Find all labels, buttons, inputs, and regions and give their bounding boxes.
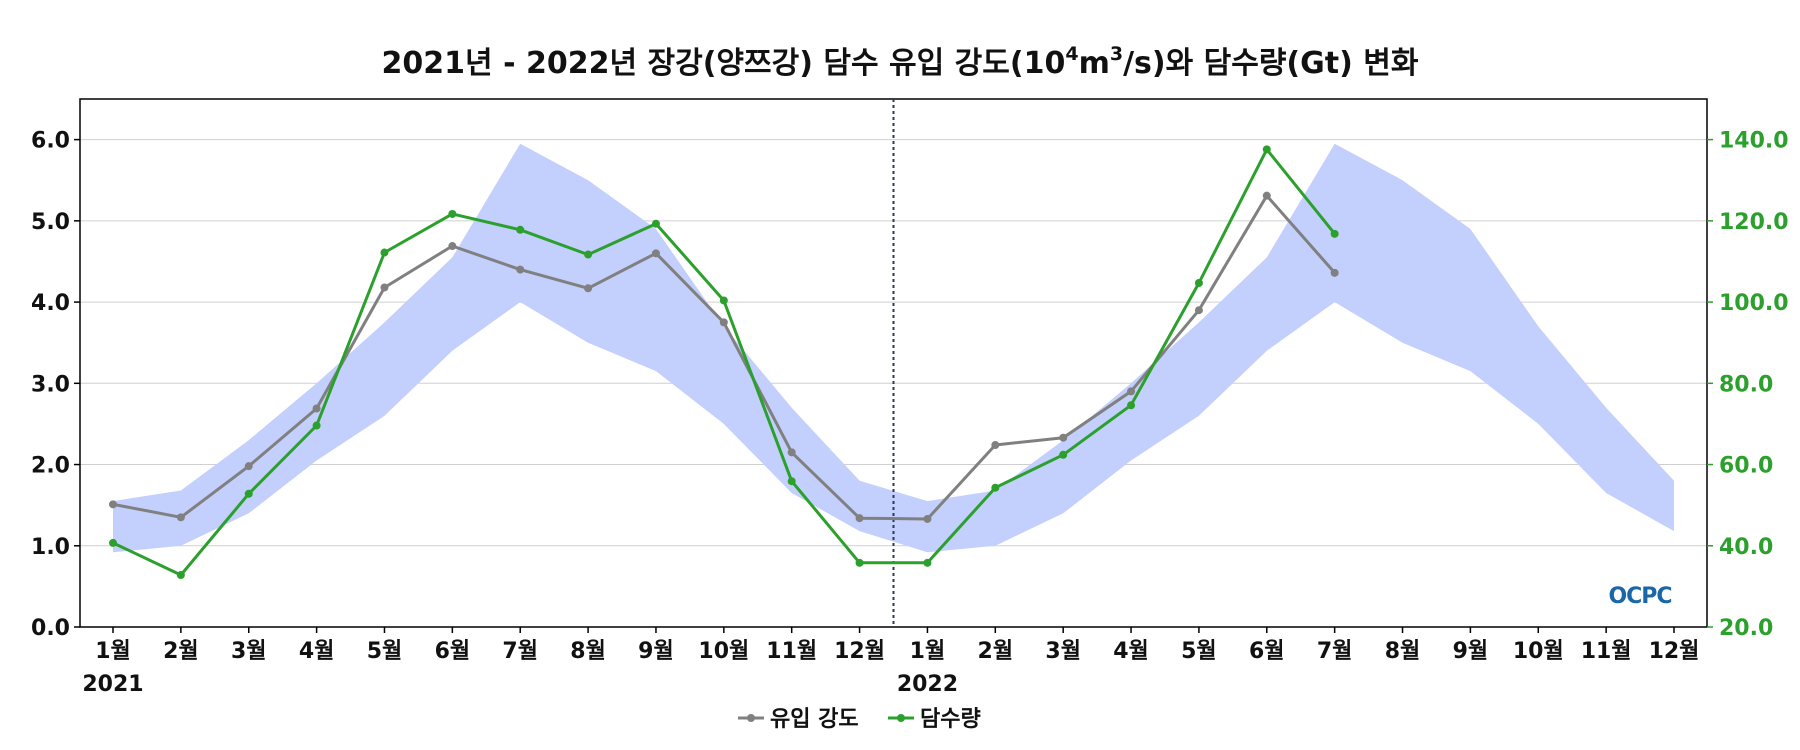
data-point (312, 404, 321, 413)
data-point (109, 538, 117, 547)
title-sup-1: 4 (1065, 43, 1079, 65)
data-point (855, 514, 864, 523)
y-left-tick-label: 0.0 (31, 616, 70, 641)
y-right-tick-label: 40.0 (1719, 535, 1773, 560)
x-tick-label: 12월 (834, 639, 885, 664)
data-point (1059, 450, 1068, 459)
y-right-tick-label: 140.0 (1719, 129, 1789, 154)
year-label: 2022 (897, 672, 958, 697)
data-point (380, 283, 389, 292)
y-right-tick-label: 20.0 (1719, 616, 1773, 641)
data-point (991, 483, 1000, 492)
data-point (719, 296, 728, 305)
data-point (1330, 268, 1339, 277)
x-tick-label: 11월 (766, 639, 817, 664)
y-left-tick-label: 5.0 (31, 210, 70, 235)
data-point (584, 284, 593, 293)
data-point (176, 513, 185, 522)
x-tick-label: 5월 (367, 639, 403, 664)
legend: 유입 강도 담수량 (738, 707, 981, 732)
data-point (380, 248, 389, 257)
data-point (719, 318, 728, 327)
y-right-tick-label: 100.0 (1719, 291, 1789, 316)
x-tick-label: 11월 (1581, 639, 1632, 664)
axis-ticks (74, 138, 1713, 633)
data-point (1262, 191, 1271, 200)
data-point (651, 249, 660, 258)
logo-text: OCPC (1608, 584, 1671, 609)
data-point (651, 219, 660, 228)
data-point (1194, 306, 1203, 315)
title-sup-2: 3 (1109, 43, 1124, 65)
x-tick-label: 5월 (1181, 639, 1217, 664)
legend-swatch-marker (747, 714, 755, 722)
x-tick-label: 2월 (978, 639, 1014, 664)
climatology-band (113, 143, 1674, 553)
x-tick-label: 3월 (1045, 639, 1081, 664)
data-point (584, 250, 593, 259)
x-tick-label: 7월 (1317, 639, 1353, 664)
year-label: 2021 (82, 672, 143, 697)
chart-title: 2021년 - 2022년 장강(양쯔강) 담수 유입 강도(104m3/s)와… (0, 38, 1800, 82)
title-prefix: 2021년 - 2022년 장강(양쯔강) 담수 유입 강도(10 (381, 46, 1066, 81)
data-point (244, 489, 253, 498)
series-group (109, 145, 1339, 580)
series-0 (109, 191, 1339, 523)
data-point (312, 421, 321, 430)
data-point (787, 448, 796, 457)
x-tick-label: 10월 (698, 639, 749, 664)
data-point (923, 558, 932, 567)
x-tick-label: 2월 (163, 639, 199, 664)
x-tick-label: 1월 (910, 639, 946, 664)
y-right-tick-label: 60.0 (1719, 454, 1773, 479)
x-tick-label: 4월 (1113, 639, 1149, 664)
x-tick-label: 1월 (95, 639, 131, 664)
data-point (1127, 387, 1136, 396)
data-point (516, 265, 525, 274)
data-point (1330, 229, 1339, 238)
title-mid: m (1078, 46, 1110, 81)
x-tick-label: 8월 (570, 639, 606, 664)
ocpc-logo: OCPC (1608, 584, 1672, 609)
legend-swatch-marker (897, 714, 905, 722)
y-right-tick-label: 120.0 (1719, 210, 1789, 235)
data-point (1059, 433, 1068, 442)
data-point (787, 477, 796, 486)
x-tick-label: 10월 (1513, 639, 1564, 664)
x-tick-label: 3월 (231, 639, 267, 664)
x-tick-label: 9월 (638, 639, 674, 664)
data-point (991, 441, 1000, 450)
y-left-tick-label: 4.0 (31, 291, 70, 316)
x-tick-label: 12월 (1649, 639, 1700, 664)
data-point (448, 209, 457, 218)
data-point (1194, 278, 1203, 287)
y-left-tick-label: 6.0 (31, 129, 70, 154)
y-left-tick-label: 1.0 (31, 535, 70, 560)
y-left-tick-label: 3.0 (31, 372, 70, 397)
data-point (923, 514, 932, 523)
data-point (244, 462, 253, 471)
data-point (1262, 145, 1271, 154)
axis-labels: 0.0 1.0 2.0 3.0 4.0 5.0 6.0 20.0 40.0 60.0 80.0 100… (31, 129, 1789, 697)
data-point (1127, 401, 1136, 410)
legend-label: 유입 강도 (770, 707, 859, 732)
climatology-band-group (113, 143, 1674, 553)
data-point (448, 242, 457, 251)
y-right-tick-label: 80.0 (1719, 372, 1773, 397)
x-tick-label: 6월 (1249, 639, 1285, 664)
title-suffix: /s)와 담수량(Gt) 변화 (1123, 46, 1419, 81)
series-1 (109, 145, 1339, 580)
data-point (176, 571, 185, 580)
y-left-tick-label: 2.0 (31, 454, 70, 479)
x-tick-label: 6월 (435, 639, 471, 664)
legend-label: 담수량 (920, 707, 981, 732)
data-point (855, 558, 864, 567)
data-point (516, 225, 525, 234)
x-tick-label: 8월 (1385, 639, 1421, 664)
x-tick-label: 9월 (1453, 639, 1489, 664)
x-tick-label: 7월 (502, 639, 538, 664)
x-tick-label: 4월 (299, 639, 335, 664)
data-point (109, 500, 117, 509)
